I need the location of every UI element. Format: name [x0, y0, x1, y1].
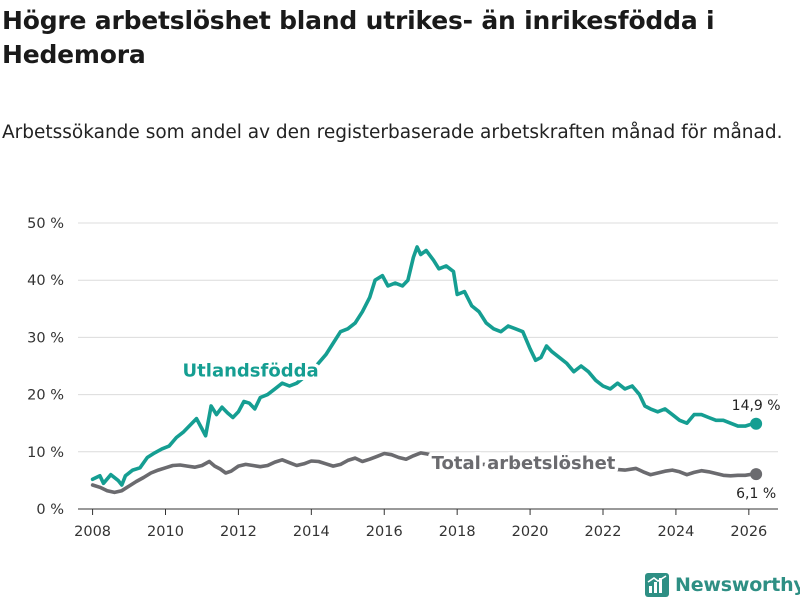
y-tick-label: 40 % [27, 273, 64, 289]
utlandsfodda-line [90, 245, 758, 487]
utlandsfodda-end-value: 14,9 % [732, 398, 781, 414]
total-series-label-halo: Total arbetslöshet [432, 453, 616, 474]
utlandsfodda-end-value-halo: 14,9 % [732, 398, 781, 414]
x-tick-label: 2016 [366, 524, 403, 540]
x-tick-label: 2012 [220, 524, 257, 540]
x-tick-label: 2014 [293, 524, 330, 540]
y-tick-label: 10 % [27, 445, 64, 461]
chart-subtitle: Arbetssökande som andel av den registerb… [2, 122, 783, 143]
brand-logo: Newsworthy [645, 570, 800, 600]
total-end-value-halo: 6,1 % [736, 486, 776, 502]
x-tick-label: 2008 [74, 524, 111, 540]
y-tick-label: 50 % [27, 216, 64, 232]
total-series-label: Total arbetslöshet [432, 453, 616, 474]
total-end-dot [750, 468, 763, 481]
utlandsfodda-series-label: Utlandsfödda [183, 360, 319, 381]
total-line [90, 451, 758, 495]
x-axis: 2008 2010 2012 2014 2016 2018 2020 2022 2024 2026 [74, 508, 778, 540]
newsworthy-logo-icon [645, 573, 669, 597]
y-axis-ticks: 0 % 10 % 20 % 30 % 40 % 50 % [27, 216, 64, 518]
total-end-value: 6,1 % [736, 486, 776, 502]
x-tick-label: 2022 [585, 524, 622, 540]
utlandsfodda-end-dot [750, 417, 763, 430]
y-tick-label: 0 % [36, 502, 64, 518]
brand-name: Newsworthy [675, 574, 800, 596]
page-title: Högre arbetslöshet bland utrikes- än inr… [2, 6, 715, 69]
x-tick-label: 2024 [657, 524, 694, 540]
grid-lines [78, 222, 778, 453]
series-lines [90, 245, 763, 495]
x-tick-label: 2018 [439, 524, 476, 540]
y-tick-label: 20 % [27, 388, 64, 404]
utlandsfodda-series-label-halo: Utlandsfödda [183, 360, 319, 381]
x-tick-label: 2010 [147, 524, 184, 540]
x-tick-label: 2026 [730, 524, 767, 540]
y-tick-label: 30 % [27, 330, 64, 346]
x-tick-label: 2020 [512, 524, 549, 540]
